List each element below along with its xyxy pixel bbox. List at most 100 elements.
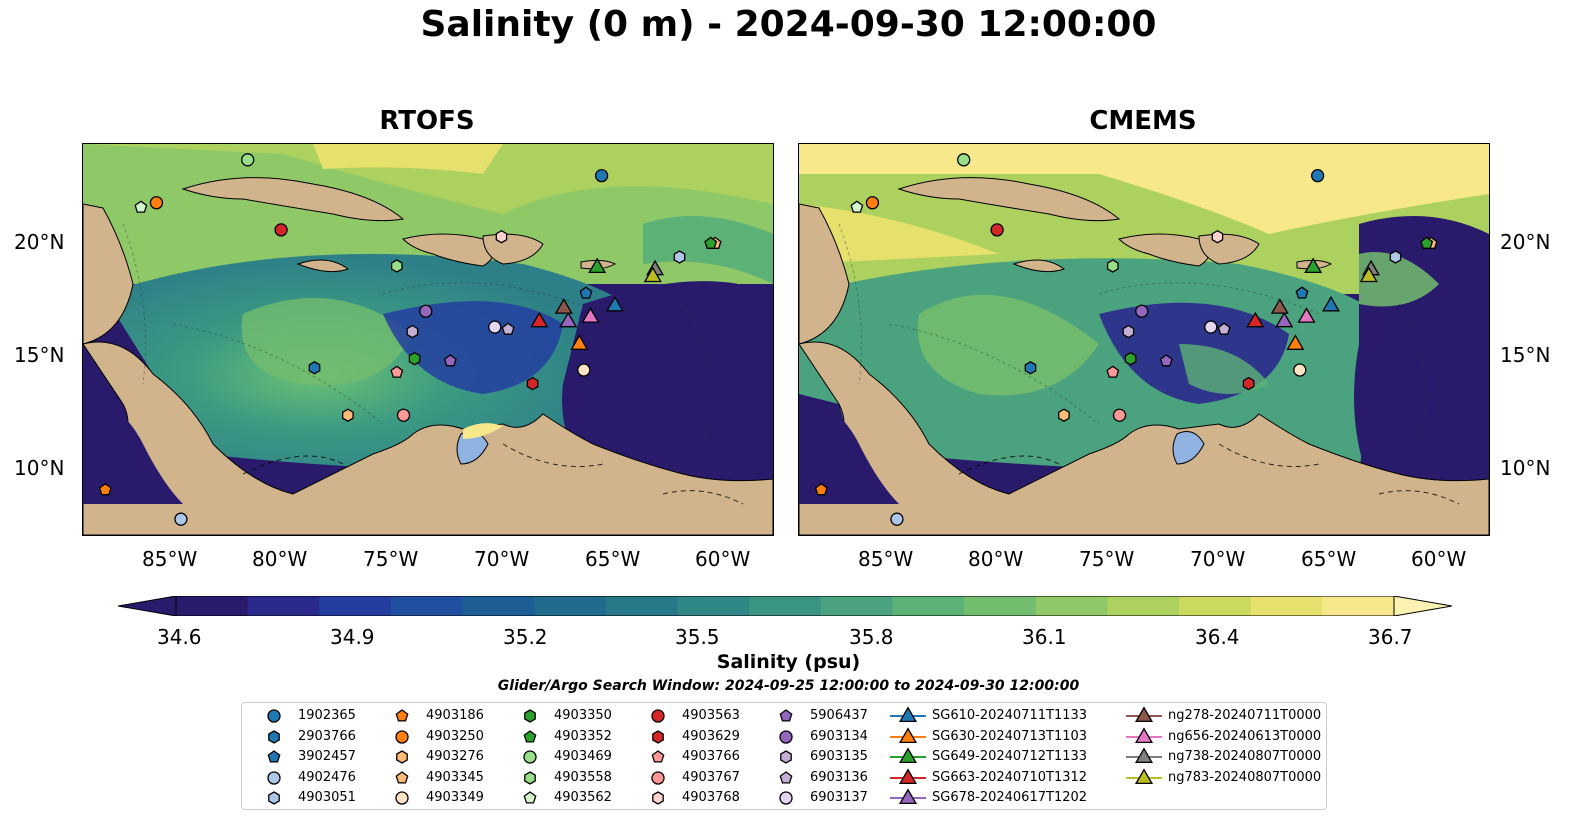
lat-label-15n-right: 15°N [1500,343,1551,367]
colorbar-segment [534,596,607,616]
map-marker[interactable] [559,311,578,328]
map-marker[interactable] [1246,311,1265,328]
map-marker[interactable] [1359,266,1378,283]
map-marker[interactable] [342,408,354,422]
marker-layer [98,153,722,526]
map-marker[interactable] [98,482,112,496]
legend-label: 4902476 [298,769,356,785]
colorbar-segment [1322,596,1395,616]
legend-label: 4903349 [426,790,484,805]
map-marker[interactable] [1106,259,1119,273]
map-marker[interactable] [577,363,591,377]
map-marker[interactable] [530,311,549,328]
legend-label: 4903345 [426,769,484,785]
map-marker[interactable] [865,196,880,210]
map-marker[interactable] [1211,229,1224,244]
map-cmems[interactable] [798,143,1490,536]
map-marker[interactable] [1124,351,1137,366]
colorbar-segment [176,596,249,616]
legend-label: 4903276 [426,749,484,764]
map-marker[interactable] [174,512,188,526]
colorbar-tick: 35.5 [675,625,720,649]
map-marker[interactable] [1295,286,1309,299]
map-marker[interactable] [1304,257,1323,274]
map-marker[interactable] [1286,334,1305,350]
lon-label-80w-cmems: 80°W [968,547,1024,571]
map-marker[interactable] [406,324,419,339]
map-marker[interactable] [673,250,686,264]
legend-label: 4903350 [554,708,612,723]
map-marker[interactable] [308,361,321,375]
map-marker[interactable] [1058,408,1070,422]
map-marker[interactable] [1204,320,1218,334]
map-marker[interactable] [1242,376,1255,391]
map-marker[interactable] [1217,322,1231,335]
map-rtofs-background [83,144,773,535]
map-marker[interactable] [1122,324,1135,339]
legend-label: ng656-20240613T0000 [1168,728,1322,744]
map-marker[interactable] [419,304,433,318]
map-marker[interactable] [495,229,508,244]
map-marker[interactable] [390,259,403,273]
map-marker[interactable] [390,365,404,378]
circle-marker-icon [651,770,665,785]
legend-label: 1902365 [298,708,356,723]
hexagon-marker-icon [652,729,664,744]
map-marker[interactable] [554,298,573,314]
map-marker[interactable] [149,196,164,210]
map-marker[interactable] [850,200,864,213]
map-marker[interactable] [408,351,421,366]
map-marker[interactable] [704,236,718,249]
lat-label-10n-left: 10°N [14,456,65,480]
colorbar-segment [677,596,750,616]
map-marker[interactable] [605,295,624,312]
map-marker[interactable] [581,307,600,323]
map-marker[interactable] [443,354,457,367]
lon-label-65w-cmems: 65°W [1301,547,1357,571]
map-marker[interactable] [1275,311,1294,328]
colorbar-label: Salinity (psu) [716,651,861,673]
map-marker[interactable] [501,322,515,335]
panel-title-cmems: CMEMS [1089,106,1197,136]
colorbar-tick: 34.6 [157,625,202,649]
triangle-marker-icon [890,726,926,743]
map-marker[interactable] [990,223,1004,237]
map-marker[interactable] [1135,304,1149,318]
map-marker[interactable] [588,257,607,274]
colorbar-segment [1250,596,1323,616]
map-marker[interactable] [488,320,502,334]
map-marker[interactable] [579,286,593,299]
map-marker[interactable] [241,153,255,167]
map-marker[interactable] [1321,295,1340,312]
legend-label: 4903250 [426,728,484,744]
map-marker[interactable] [274,223,288,237]
map-marker[interactable] [643,266,662,283]
map-marker[interactable] [1420,236,1434,249]
colorbar-segment [964,596,1037,616]
map-marker[interactable] [1159,354,1173,367]
legend-label: ng738-20240807T0000 [1168,749,1322,764]
map-marker[interactable] [1310,168,1325,183]
pentagon-marker-icon [395,770,409,784]
map-marker[interactable] [1112,408,1127,422]
map-marker[interactable] [1024,361,1037,375]
legend-label: ng783-20240807T0000 [1168,769,1322,785]
map-marker[interactable] [134,200,148,213]
map-marker[interactable] [526,376,539,391]
colorbar-segment [605,596,679,616]
map-marker[interactable] [1389,250,1402,264]
map-marker[interactable] [396,408,411,422]
map-rtofs[interactable] [82,143,774,536]
map-marker[interactable] [890,512,904,526]
map-marker[interactable] [957,153,971,167]
map-marker[interactable] [1106,365,1120,378]
lon-label-60w-rtofs: 60°W [695,547,751,571]
map-marker[interactable] [594,168,609,183]
map-marker[interactable] [1293,363,1307,377]
legend-label: 6903134 [810,728,868,744]
map-marker[interactable] [1270,298,1289,314]
legend-label: 4903629 [682,728,740,744]
map-marker[interactable] [814,482,828,496]
map-marker[interactable] [570,334,589,350]
map-marker[interactable] [1297,307,1316,323]
